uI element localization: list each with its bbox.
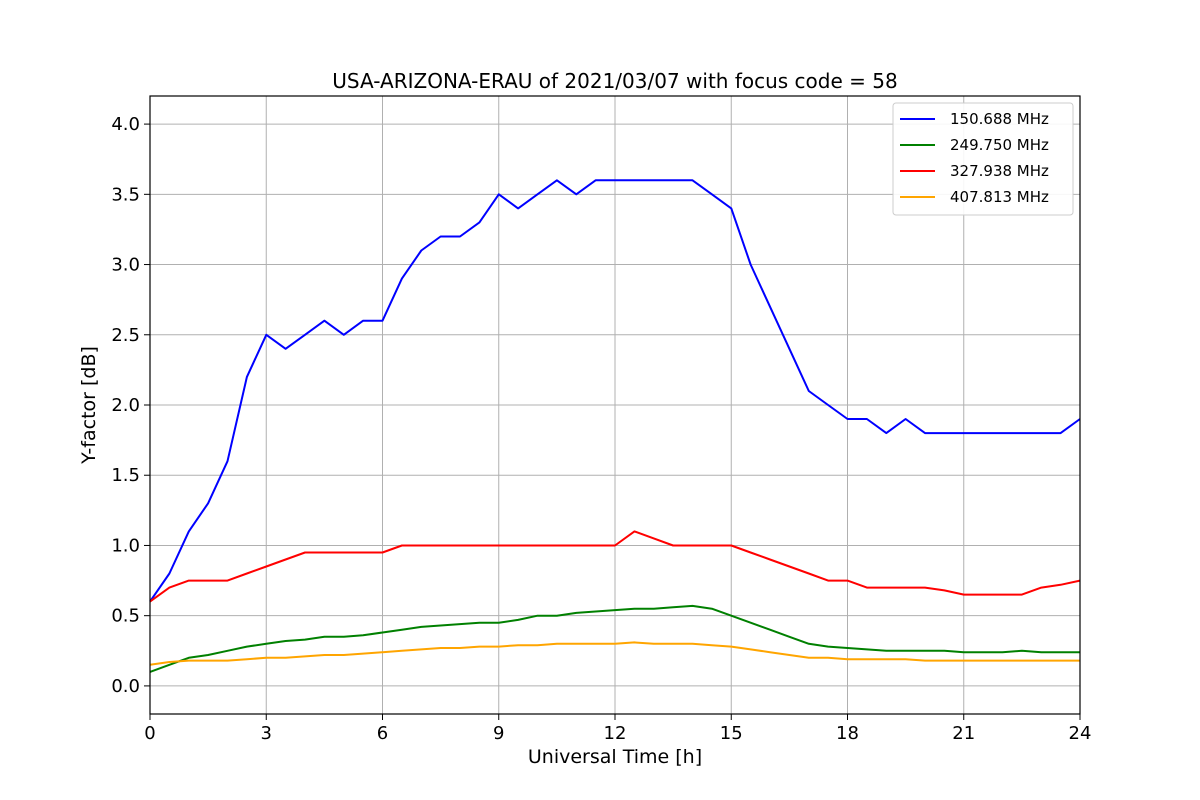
y-tick-label: 2.0 — [111, 395, 140, 416]
legend-label: 249.750 MHz — [950, 136, 1049, 154]
legend: 150.688 MHz 249.750 MHz 327.938 MHz 407.813… — [892, 102, 1074, 216]
y-tick-label: 3.5 — [111, 184, 140, 205]
x-tick-label: 21 — [952, 723, 975, 744]
x-axis-title: Universal Time [h] — [528, 746, 702, 768]
x-tick-label: 12 — [604, 723, 627, 744]
series-line-150-688-mhz — [149, 179, 1081, 603]
chart-title: USA-ARIZONA-ERAU of 2021/03/07 with focu… — [332, 69, 897, 93]
x-tick-label: 15 — [720, 723, 743, 744]
y-tick-label: 1.0 — [111, 535, 140, 556]
x-tick-label: 24 — [1069, 723, 1092, 744]
series-line-249-750-mhz — [149, 604, 1080, 673]
axis-ticks: 0 3 6 9 12 15 18 21 24 0.0 0.5 1.0 1.5 2.0 2.5 3.0 3.5 4.… — [111, 114, 1091, 744]
y-tick-label: 1.5 — [111, 465, 140, 486]
y-tick-label: 2.5 — [111, 325, 140, 346]
x-tick-label: 18 — [836, 723, 859, 744]
x-tick-label: 6 — [377, 723, 388, 744]
legend-label: 327.938 MHz — [950, 162, 1049, 180]
y-tick-label: 0.5 — [111, 606, 140, 627]
legend-label: 150.688 MHz — [950, 110, 1049, 128]
x-tick-label: 3 — [261, 723, 272, 744]
x-tick-label: 9 — [493, 723, 504, 744]
legend-label: 407.813 MHz — [950, 188, 1049, 206]
series-line-327-938-mhz — [149, 530, 1081, 603]
x-tick-label: 0 — [144, 723, 155, 744]
legend-box — [892, 102, 1074, 216]
y-axis-title: Y-factor [dB] — [78, 346, 100, 465]
y-tick-label: 0.0 — [111, 676, 140, 697]
series-lines — [149, 179, 1081, 673]
y-tick-label: 3.0 — [111, 255, 140, 276]
y-tick-label: 4.0 — [111, 114, 140, 135]
series-line-407-813-mhz — [149, 641, 1080, 666]
